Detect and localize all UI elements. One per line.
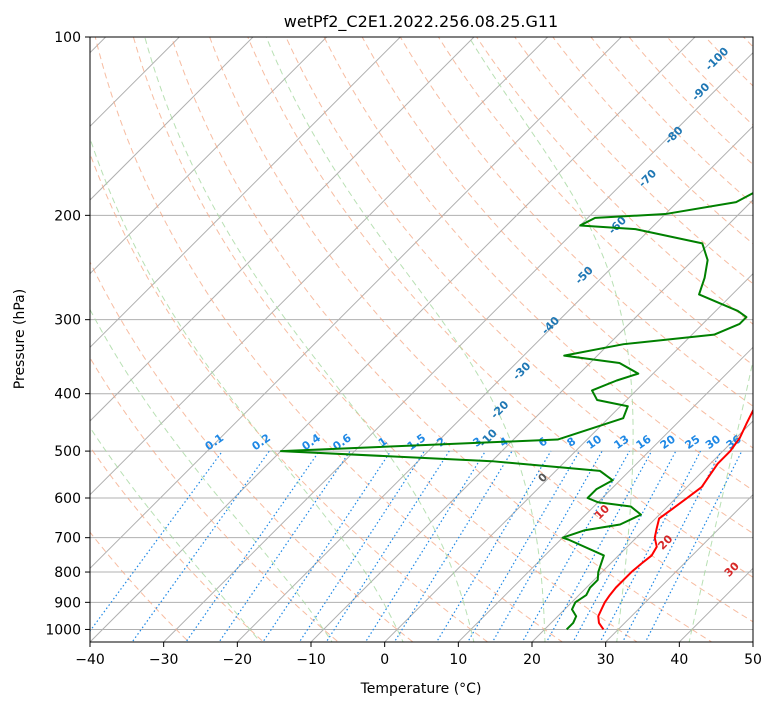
x-axis-label: Temperature (°C) bbox=[360, 681, 482, 697]
moist-adiabat-line bbox=[468, 37, 634, 642]
x-tick-label: 20 bbox=[523, 652, 541, 668]
moist-adiabat-line bbox=[144, 37, 475, 642]
y-axis-label: Pressure (hPa) bbox=[12, 289, 28, 389]
mixing-ratio-line bbox=[262, 450, 392, 642]
skewed-isotherms bbox=[90, 37, 753, 642]
x-tick-label: 30 bbox=[597, 652, 615, 668]
y-tick-label: 800 bbox=[54, 565, 81, 581]
mixing-ratio-line bbox=[545, 450, 653, 642]
isotherm-line bbox=[90, 37, 328, 275]
y-axis-ticks: 100 200 300 400 500 600 700 800 900 1000 bbox=[45, 30, 90, 638]
x-tick-label: −10 bbox=[296, 652, 326, 668]
isotherm-line bbox=[310, 199, 753, 642]
dry-adiabat-line bbox=[90, 446, 265, 642]
y-tick-label: 300 bbox=[54, 313, 81, 329]
dry-adiabat-line bbox=[90, 152, 489, 642]
isotherm-line bbox=[90, 37, 475, 422]
mixing-ratio-line bbox=[298, 450, 425, 642]
dry-adiabat-line bbox=[132, 37, 638, 642]
isotherm-line bbox=[531, 420, 753, 642]
isotherm-line bbox=[90, 37, 402, 349]
y-tick-label: 1000 bbox=[45, 622, 81, 638]
mixing-ratio-line bbox=[218, 450, 351, 642]
y-tick-label: 900 bbox=[54, 595, 81, 611]
moist-adiabat-line bbox=[90, 426, 261, 642]
y-tick-label: 500 bbox=[54, 444, 81, 460]
isotherm-line bbox=[90, 37, 696, 642]
dry-adiabat-line bbox=[437, 37, 753, 366]
isotherm-line bbox=[90, 37, 254, 201]
moist-adiabat-line bbox=[90, 308, 333, 642]
isotherm-line bbox=[236, 125, 753, 642]
plot-frame bbox=[89, 36, 754, 643]
x-tick-label: 50 bbox=[744, 652, 762, 668]
isotherm-line bbox=[90, 37, 549, 496]
moist-adiabats bbox=[90, 37, 753, 642]
dry-adiabat-line bbox=[285, 37, 753, 535]
dry-adiabat-line bbox=[209, 37, 753, 623]
mixing-ratio-line bbox=[491, 450, 603, 642]
y-tick-label: 600 bbox=[54, 491, 81, 507]
dry-adiabat-line bbox=[247, 37, 753, 578]
mixing-ratio-lines bbox=[90, 450, 743, 642]
x-tick-label: −30 bbox=[149, 652, 179, 668]
isotherm-line bbox=[457, 346, 753, 642]
mixing-ratio-line bbox=[435, 450, 552, 642]
mixing-ratio-line bbox=[521, 450, 631, 642]
isotherm-line bbox=[383, 272, 753, 642]
moist-adiabat-line bbox=[688, 358, 753, 642]
y-tick-label: 400 bbox=[54, 387, 81, 403]
dry-adiabat-line bbox=[90, 260, 414, 642]
dry-adiabat-line bbox=[475, 37, 753, 325]
x-tick-label: 10 bbox=[449, 652, 467, 668]
y-tick-label: 200 bbox=[54, 208, 81, 224]
grid-lines bbox=[90, 37, 753, 630]
temperature-profile-line bbox=[597, 408, 753, 631]
moist-adiabat-line bbox=[90, 136, 404, 642]
dry-adiabat-line bbox=[399, 37, 753, 407]
isotherm-line bbox=[604, 493, 753, 642]
x-tick-label: −40 bbox=[75, 652, 105, 668]
isotherm-line bbox=[162, 51, 753, 642]
y-tick-label: 100 bbox=[54, 30, 81, 46]
dewpoint-profile-line bbox=[279, 191, 753, 631]
isotherm-line bbox=[90, 37, 623, 570]
mixing-ratio-line bbox=[644, 450, 743, 642]
mixing-ratio-line bbox=[185, 450, 320, 642]
dry-adiabat-line bbox=[90, 356, 340, 642]
dry-adiabat-line bbox=[170, 37, 713, 642]
x-tick-label: 40 bbox=[670, 652, 688, 668]
dry-adiabats bbox=[90, 37, 753, 642]
dry-adiabat-line bbox=[94, 37, 564, 642]
y-tick-label: 700 bbox=[54, 531, 81, 547]
x-tick-label: −20 bbox=[223, 652, 253, 668]
chart-title: wetPf2_C2E1.2022.256.08.25.G11 bbox=[284, 12, 558, 32]
dry-adiabat-line bbox=[90, 531, 190, 642]
mixing-ratio-line bbox=[325, 450, 450, 642]
x-tick-label: 0 bbox=[380, 652, 389, 668]
x-axis-ticks: −40 −30 −20 −10 0 10 20 30 40 50 bbox=[75, 642, 762, 668]
mixing-ratio-line bbox=[131, 450, 270, 642]
moist-adiabat-line bbox=[265, 37, 546, 642]
data-series bbox=[279, 191, 753, 631]
